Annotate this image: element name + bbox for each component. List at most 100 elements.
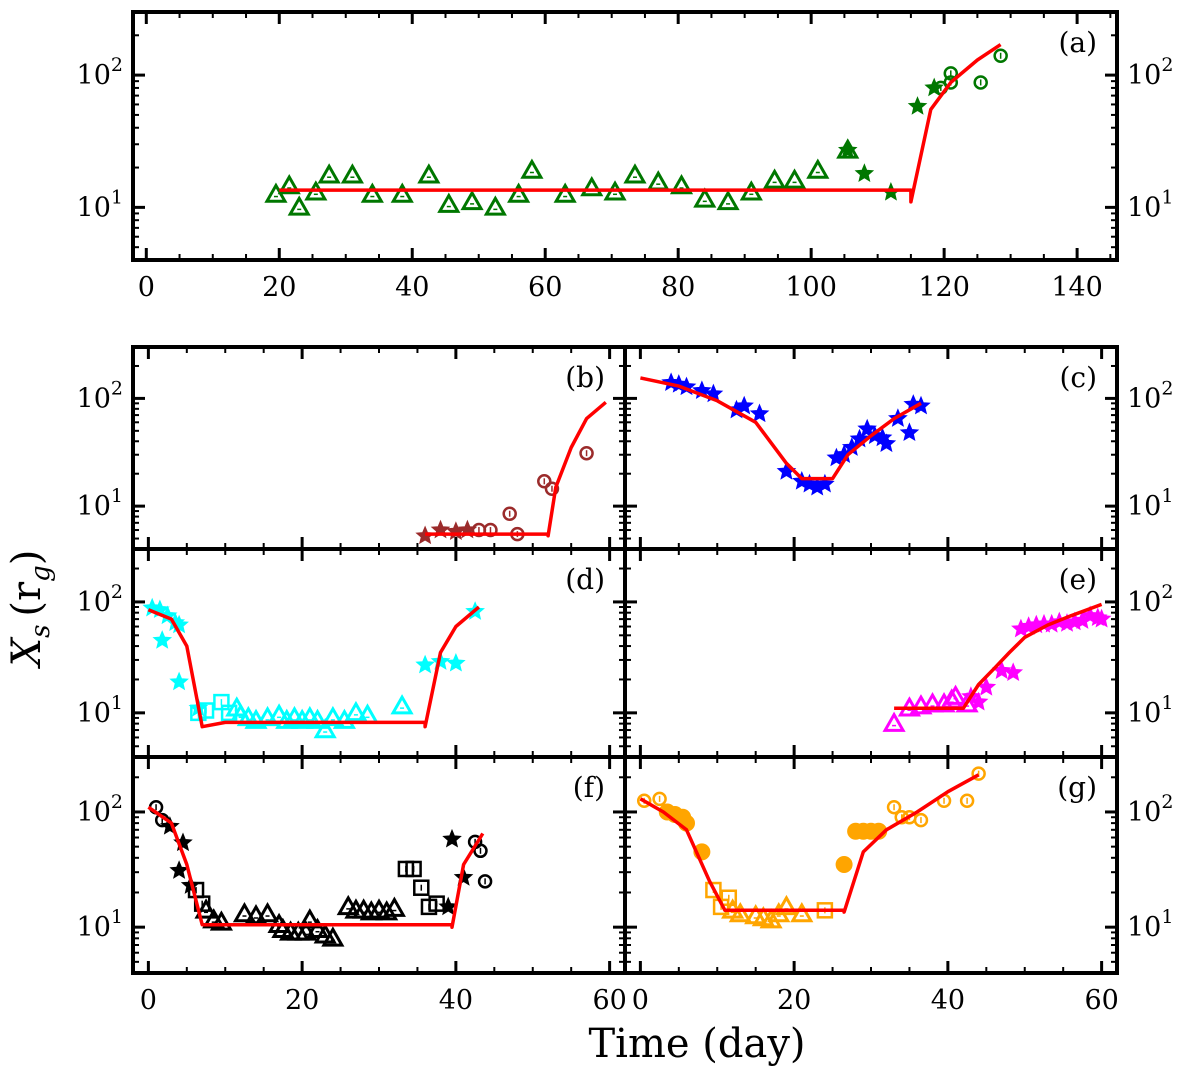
triangle-point bbox=[669, 174, 694, 195]
y-tick-label: 101 bbox=[77, 692, 123, 729]
series-triangles bbox=[225, 694, 414, 739]
series-triangles bbox=[721, 894, 814, 929]
model-curve bbox=[147, 805, 485, 929]
panel-a: 0 20 40 60 80 100 120 140 101 101 102 102 (a) bbox=[77, 10, 1173, 303]
panel-c: 101 102 (c) bbox=[623, 345, 1173, 551]
y-tick-label: 102 bbox=[1127, 581, 1173, 618]
triangle-point bbox=[553, 182, 577, 203]
y-tick-label: 101 bbox=[1127, 186, 1173, 223]
circle-point bbox=[886, 799, 902, 815]
series-triangles bbox=[264, 138, 860, 216]
star-point bbox=[815, 473, 835, 493]
ticks: 0 20 40 60 80 100 120 140 101 101 102 102 bbox=[77, 11, 1173, 303]
series-circles bbox=[471, 445, 594, 542]
star-point bbox=[152, 630, 173, 649]
triangle-point bbox=[763, 168, 787, 189]
star-point bbox=[876, 433, 897, 453]
model-curve bbox=[640, 376, 922, 481]
y-tick-label: 102 bbox=[77, 581, 123, 618]
x-tick-label: 100 bbox=[785, 272, 837, 303]
triangle-point bbox=[507, 182, 531, 203]
ticks: 101 102 bbox=[625, 346, 1173, 550]
ticks: 0 20 40 60 101 102 bbox=[77, 756, 627, 1016]
triangle-point bbox=[782, 168, 807, 189]
triangle-point bbox=[920, 692, 945, 713]
panel-label-a: (a) bbox=[1058, 26, 1097, 59]
y-tick-label: 101 bbox=[77, 186, 123, 223]
star-point bbox=[1003, 662, 1024, 682]
x-tick-label: 120 bbox=[918, 272, 970, 303]
star-point bbox=[446, 653, 466, 672]
y-tick-label: 101 bbox=[1127, 906, 1173, 943]
x-tick-label: 20 bbox=[262, 272, 296, 303]
star-point bbox=[968, 691, 989, 711]
y-tick-label: 101 bbox=[77, 485, 123, 522]
y-tick-label: 102 bbox=[77, 791, 123, 828]
square-point bbox=[720, 889, 738, 907]
triangle-point bbox=[483, 195, 507, 216]
circle-point bbox=[943, 75, 959, 90]
x-axis-title: Time (day) bbox=[588, 1021, 805, 1067]
star-point bbox=[415, 654, 435, 674]
plot-area bbox=[882, 602, 1112, 732]
panel-label-b: (b) bbox=[565, 361, 605, 394]
series-stars bbox=[415, 519, 478, 545]
star-point bbox=[899, 422, 920, 442]
model-curve bbox=[147, 605, 481, 729]
y-tick-label: 101 bbox=[77, 906, 123, 943]
plot-area bbox=[636, 766, 986, 929]
triangle-point bbox=[277, 174, 301, 195]
triangle-point bbox=[287, 195, 311, 216]
x-tick-label: 0 bbox=[632, 985, 649, 1016]
square-point bbox=[705, 881, 722, 899]
triangle-point bbox=[520, 158, 544, 179]
panel-frame bbox=[623, 345, 1119, 551]
circle-point bbox=[544, 481, 560, 496]
panel-b: 101 102 (b) bbox=[77, 345, 627, 551]
square-point bbox=[428, 895, 445, 912]
panel-label-d: (d) bbox=[565, 563, 605, 596]
panel-e: 101 102 (e) bbox=[623, 547, 1173, 759]
triangle-point bbox=[955, 692, 979, 713]
circle-point bbox=[993, 48, 1008, 64]
ticks: 0 20 40 60 101 102 bbox=[625, 756, 1173, 1016]
circle-point bbox=[473, 843, 488, 859]
star-point bbox=[442, 828, 462, 848]
triangle-point bbox=[340, 163, 364, 184]
triangle-point bbox=[882, 711, 906, 732]
triangle-point bbox=[255, 902, 280, 923]
triangle-point bbox=[305, 708, 330, 729]
circle-point bbox=[973, 75, 988, 90]
x-tick-label: 60 bbox=[1084, 985, 1118, 1016]
panel-g: 0 20 40 60 101 102 (g) bbox=[623, 755, 1173, 1016]
triangle-point bbox=[774, 894, 799, 916]
series-circles bbox=[148, 799, 493, 889]
triangle-point bbox=[209, 910, 233, 931]
x-tick-label: 60 bbox=[528, 272, 562, 303]
ticks: 101 102 bbox=[77, 346, 625, 550]
series-stars bbox=[837, 77, 944, 201]
x-tick-label: 40 bbox=[931, 985, 965, 1016]
triangle-point bbox=[790, 902, 814, 923]
series-triangles bbox=[194, 894, 406, 947]
x-tick-label: 20 bbox=[777, 985, 811, 1016]
triangle-point bbox=[290, 708, 314, 729]
panel-frame bbox=[623, 547, 1119, 759]
triangle-point bbox=[646, 170, 670, 191]
triangle-point bbox=[360, 182, 384, 203]
triangle-point bbox=[693, 187, 717, 208]
y-tick-label: 102 bbox=[77, 54, 123, 91]
model-curve bbox=[639, 773, 980, 914]
plot-area bbox=[415, 400, 607, 545]
star-point bbox=[907, 96, 928, 115]
triangle-point bbox=[298, 908, 322, 929]
x-tick-label: 0 bbox=[138, 272, 155, 303]
y-tick-label: 102 bbox=[1127, 377, 1173, 414]
model-curve bbox=[894, 602, 1103, 711]
triangle-point bbox=[943, 684, 968, 705]
circle-point bbox=[636, 793, 652, 809]
star-point bbox=[169, 860, 189, 879]
model-curve bbox=[425, 400, 607, 538]
square-point bbox=[405, 860, 422, 878]
